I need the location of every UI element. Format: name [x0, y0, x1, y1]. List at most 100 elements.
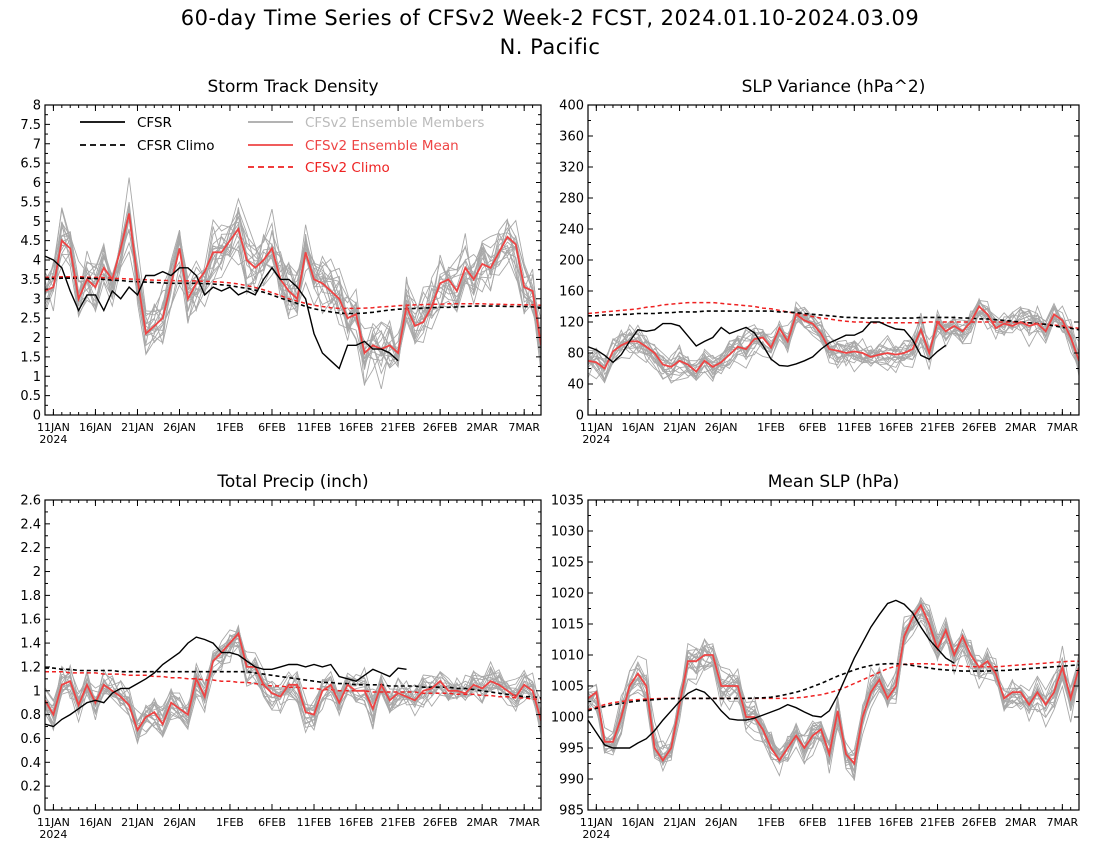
x-tick-label: 16FEB — [879, 421, 914, 434]
y-tick-label: 6.5 — [20, 157, 41, 172]
y-tick-label: 990 — [559, 773, 584, 788]
ensemble-member-line — [45, 634, 541, 745]
ensemble-member-line — [45, 634, 541, 728]
y-tick-label: 985 — [559, 804, 584, 819]
cfsr-line — [588, 321, 947, 367]
x-year-label: 2024 — [39, 828, 67, 841]
y-tick-label: 0 — [33, 804, 41, 819]
y-tick-label: 7.5 — [20, 118, 41, 133]
y-tick-label: 1 — [33, 684, 41, 699]
cfsr-climo-line — [45, 667, 541, 699]
x-year-label: 2024 — [39, 433, 67, 446]
y-tick-label: 1005 — [551, 680, 584, 695]
panel-1: 0 0.5 1 1.5 2 2.5 3 3.5 4 4.5 5 5.5 6 6.5 7 7.5 8 11JAN 16… — [20, 77, 542, 446]
y-tick-label: 5 — [33, 215, 41, 230]
cfsr-climo-line — [588, 310, 1079, 331]
x-tick-label: 26FEB — [962, 816, 997, 829]
x-tick-label: 11FEB — [297, 816, 332, 829]
y-tick-label: 0.2 — [20, 780, 41, 795]
y-tick-label: 1.2 — [20, 660, 41, 675]
x-tick-label: 2MAR — [466, 421, 498, 434]
y-tick-label: 0.6 — [20, 732, 41, 747]
ensemble-member-line — [45, 218, 541, 369]
legend-cfsr-label: CFSR — [137, 115, 172, 131]
x-tick-label: 1FEB — [757, 421, 785, 434]
x-tick-label: 16FEB — [339, 421, 374, 434]
x-tick-label: 26JAN — [705, 421, 738, 434]
ensemble-mean-line — [588, 603, 1079, 766]
y-tick-label: 4 — [33, 254, 41, 269]
cfsv2-climo-line — [588, 301, 1079, 329]
x-tick-label: 11JAN — [37, 421, 70, 434]
legend-ens-mean-label: CFSv2 Ensemble Mean — [305, 138, 459, 154]
y-tick-label: 2.2 — [20, 541, 41, 556]
cfsr-line — [588, 599, 955, 749]
panel-title: SLP Variance (hPa^2) — [742, 77, 926, 97]
x-tick-label: 11FEB — [297, 421, 332, 434]
x-tick-label: 21JAN — [663, 421, 696, 434]
legend: CFSR CFSR Climo CFSv2 Ensemble Members CFSv… — [80, 115, 484, 176]
x-tick-label: 26JAN — [705, 816, 738, 829]
y-tick-label: 1035 — [551, 494, 584, 509]
y-tick-label: 1000 — [551, 711, 584, 726]
y-tick-label: 1.8 — [20, 589, 41, 604]
panel-4: 985 990 995 1000 1005 1010 1015 1020 1025 1030 103… — [551, 472, 1080, 841]
y-tick-label: 0.8 — [20, 708, 41, 723]
y-tick-label: 0.5 — [20, 389, 41, 404]
y-tick-label: 0 — [33, 409, 41, 424]
x-tick-label: 26JAN — [163, 421, 196, 434]
y-tick-label: 0 — [576, 409, 584, 424]
x-tick-label: 16FEB — [339, 816, 374, 829]
y-tick-label: 1020 — [551, 587, 584, 602]
x-tick-label: 26FEB — [423, 421, 458, 434]
y-tick-label: 6 — [33, 176, 41, 191]
y-tick-label: 2 — [33, 331, 41, 346]
panel-title: Total Precip (inch) — [216, 472, 368, 492]
x-tick-label: 6FEB — [258, 421, 286, 434]
plot-area — [45, 624, 541, 745]
y-tick-label: 1030 — [551, 525, 584, 540]
plot-frame — [587, 499, 1080, 811]
y-tick-label: 1.6 — [20, 613, 41, 628]
x-tick-label: 6FEB — [799, 421, 827, 434]
ensemble-member-line — [588, 306, 1079, 384]
x-tick-label: 21FEB — [381, 421, 416, 434]
ensemble-member-line — [588, 605, 1079, 773]
x-tick-label: 7MAR — [1047, 421, 1079, 434]
y-tick-label: 200 — [559, 254, 584, 269]
x-tick-label: 7MAR — [1047, 816, 1079, 829]
x-year-label: 2024 — [582, 433, 610, 446]
x-tick-label: 26FEB — [962, 421, 997, 434]
x-tick-label: 26JAN — [163, 816, 196, 829]
y-tick-label: 1010 — [551, 649, 584, 664]
x-tick-label: 21JAN — [121, 421, 154, 434]
ensemble-member-line — [45, 224, 541, 351]
y-tick-label: 7 — [33, 137, 41, 152]
x-tick-label: 16JAN — [79, 816, 112, 829]
x-tick-label: 11JAN — [37, 816, 70, 829]
y-tick-label: 2.6 — [20, 494, 41, 509]
y-tick-label: 280 — [559, 192, 584, 207]
y-tick-label: 320 — [559, 161, 584, 176]
x-tick-label: 16JAN — [622, 816, 655, 829]
ensemble-member-line — [588, 301, 1079, 384]
x-tick-label: 1FEB — [757, 816, 785, 829]
x-tick-label: 21FEB — [920, 816, 955, 829]
ensemble-member-line — [45, 214, 541, 366]
x-tick-label: 21JAN — [663, 816, 696, 829]
plot-area — [588, 297, 1079, 384]
x-tick-label: 6FEB — [799, 816, 827, 829]
x-tick-label: 2MAR — [466, 816, 498, 829]
figure-title: 60-day Time Series of CFSv2 Week-2 FCST,… — [0, 4, 1100, 62]
cfsv2-climo-line — [45, 670, 541, 700]
y-tick-label: 2.4 — [20, 517, 41, 532]
x-year-label: 2024 — [582, 828, 610, 841]
cfsr-climo-line — [588, 662, 1079, 712]
x-tick-label: 1FEB — [216, 421, 244, 434]
y-tick-label: 995 — [559, 742, 584, 757]
x-tick-label: 11JAN — [580, 421, 613, 434]
x-tick-label: 11FEB — [837, 421, 872, 434]
y-tick-label: 40 — [567, 378, 584, 393]
cfsv2-climo-line — [45, 275, 541, 310]
legend-members-label: CFSv2 Ensemble Members — [305, 115, 484, 131]
